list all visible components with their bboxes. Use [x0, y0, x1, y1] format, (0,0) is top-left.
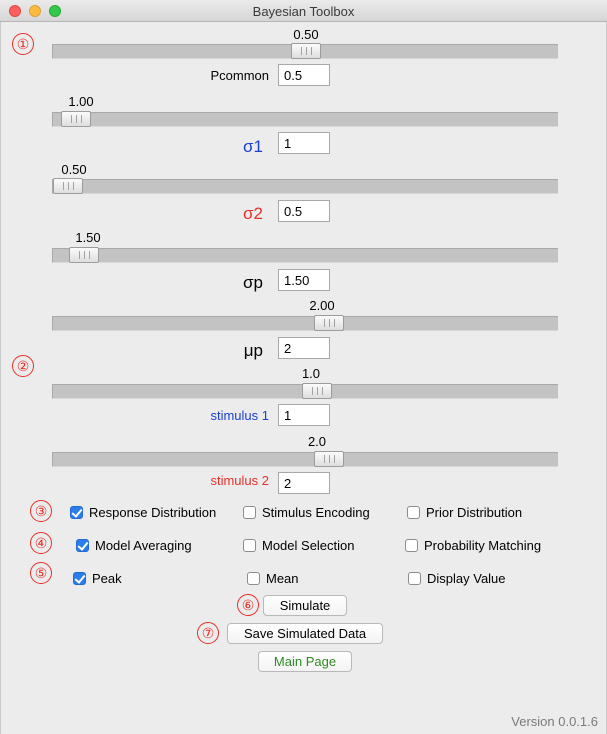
pcommon-slider[interactable]	[52, 43, 558, 59]
save-simulated-data-button[interactable]: Save Simulated Data	[227, 623, 383, 644]
main-page-button[interactable]: Main Page	[258, 651, 352, 672]
sigmap-slider-value: 1.50	[75, 230, 101, 245]
annotation-marker-1: ①	[12, 33, 34, 55]
pcommon-slider-value: 0.50	[293, 27, 319, 42]
checkbox-box[interactable]	[70, 506, 83, 519]
annotation-marker-6: ⑥	[237, 594, 259, 616]
stim1-slider-thumb[interactable]	[302, 383, 332, 399]
mup-slider-thumb[interactable]	[314, 315, 344, 331]
stim2-slider-value: 2.0	[307, 434, 327, 449]
minimize-window-button[interactable]	[29, 5, 41, 17]
stim1-label: stimulus 1	[210, 408, 269, 423]
pcommon-label: Pcommon	[210, 68, 269, 83]
main-window: ① 0.50 Pcommon 0.5 1.00 σ1 1 0.50 σ2 0.5…	[0, 22, 607, 734]
mup-label: μp	[243, 341, 263, 360]
annotation-marker-2: ②	[12, 355, 34, 377]
sigma2-input[interactable]: 0.5	[278, 200, 330, 222]
annotation-marker-5: ⑤	[30, 562, 52, 584]
stim1-slider[interactable]	[52, 383, 558, 399]
title-bar: Bayesian Toolbox	[0, 0, 607, 22]
checkbox-label: Model Averaging	[95, 538, 192, 553]
stim2-slider[interactable]	[52, 451, 558, 467]
checkbox-box[interactable]	[408, 572, 421, 585]
checkbox-box[interactable]	[247, 572, 260, 585]
checkbox-label: Mean	[266, 571, 299, 586]
stim1-input[interactable]: 1	[278, 404, 330, 426]
sigma1-slider-value: 1.00	[68, 94, 94, 109]
pcommon-slider-thumb[interactable]	[291, 43, 321, 59]
checkbox-label: Model Selection	[262, 538, 355, 553]
mup-slider-value: 2.00	[309, 298, 335, 313]
checkbox-label: Stimulus Encoding	[262, 505, 370, 520]
checkbox-box[interactable]	[405, 539, 418, 552]
checkbox-label: Prior Distribution	[426, 505, 523, 520]
sigma2-slider-value: 0.50	[61, 162, 87, 177]
annotation-marker-4: ④	[30, 532, 52, 554]
version-label: Version 0.0.1.6	[511, 714, 598, 729]
pcommon-input[interactable]: 0.5	[278, 64, 330, 86]
sigma1-slider[interactable]	[52, 111, 558, 127]
annotation-marker-3: ③	[30, 500, 52, 522]
model-averaging-checkbox[interactable]: Model Averaging	[76, 538, 192, 553]
sigma1-label: σ1	[243, 137, 263, 156]
window-title: Bayesian Toolbox	[252, 4, 355, 19]
sigma2-label: σ2	[243, 204, 263, 223]
checkbox-label: Probability Matching	[424, 538, 542, 553]
sigmap-slider[interactable]	[52, 247, 558, 263]
display-value-checkbox[interactable]: Display Value	[408, 571, 506, 586]
sigmap-slider-thumb[interactable]	[69, 247, 99, 263]
stimulus-encoding-checkbox[interactable]: Stimulus Encoding	[243, 505, 370, 520]
sigmap-input[interactable]: 1.50	[278, 269, 330, 291]
checkbox-label: Peak	[92, 571, 122, 586]
sigmap-label: σp	[243, 273, 263, 292]
sigma2-slider[interactable]	[52, 178, 558, 194]
stim1-slider-value: 1.0	[301, 366, 321, 381]
checkbox-box[interactable]	[73, 572, 86, 585]
close-window-button[interactable]	[9, 5, 21, 17]
checkbox-label: Display Value	[427, 571, 506, 586]
prior-distribution-checkbox[interactable]: Prior Distribution	[407, 505, 522, 520]
model-selection-checkbox[interactable]: Model Selection	[243, 538, 355, 553]
response-distribution-checkbox[interactable]: Response Distribution	[70, 505, 216, 520]
checkbox-box[interactable]	[243, 539, 256, 552]
zoom-window-button[interactable]	[49, 5, 61, 17]
checkbox-box[interactable]	[76, 539, 89, 552]
sigma2-slider-thumb[interactable]	[53, 178, 83, 194]
annotation-marker-7: ⑦	[197, 622, 219, 644]
checkbox-label: Response Distribution	[89, 505, 217, 520]
probability-matching-checkbox[interactable]: Probability Matching	[405, 538, 541, 553]
simulate-button[interactable]: Simulate	[263, 595, 347, 616]
checkbox-box[interactable]	[243, 506, 256, 519]
mup-slider[interactable]	[52, 315, 558, 331]
stim2-slider-thumb[interactable]	[314, 451, 344, 467]
checkbox-box[interactable]	[407, 506, 420, 519]
stim2-input[interactable]: 2	[278, 472, 330, 494]
peak-checkbox[interactable]: Peak	[73, 571, 122, 586]
mean-checkbox[interactable]: Mean	[247, 571, 299, 586]
stim2-label: stimulus 2	[210, 473, 269, 488]
sigma1-input[interactable]: 1	[278, 132, 330, 154]
mup-input[interactable]: 2	[278, 337, 330, 359]
sigma1-slider-thumb[interactable]	[61, 111, 91, 127]
